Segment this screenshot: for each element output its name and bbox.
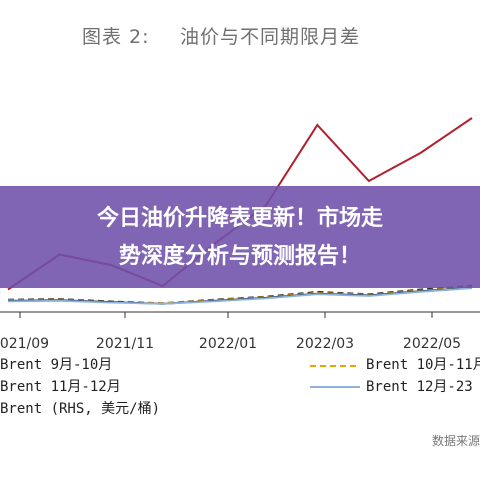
banner-line-2: 势深度分析与预测报告！	[118, 244, 361, 269]
figure-number: 图表 2:	[82, 26, 150, 48]
banner-line-1: 今日油价升降表更新！市场走	[96, 206, 383, 231]
series-line-3	[7, 287, 473, 305]
legend-item-10-11: Brent 10月-11月	[366, 357, 480, 373]
promo-banner	[0, 186, 480, 288]
x-tick-label: 2021/11	[96, 336, 154, 352]
legend-swatches-right	[310, 365, 360, 388]
x-tick-label: 2021/09	[0, 336, 49, 352]
x-tick-label: 2022/01	[199, 336, 257, 352]
x-tick-label: 2022/05	[403, 336, 461, 352]
legend-item-11-12: Brent 11月-12月	[0, 379, 121, 395]
x-axis-ticks: 2021/09 2021/11 2022/01 2022/03 2022/05	[0, 312, 461, 352]
banner-text: 今日油价升降表更新！市场走 势深度分析与预测报告！	[0, 200, 480, 276]
legend-item-12-23: Brent 12月-23	[366, 379, 473, 395]
source-note: 数据来源	[431, 434, 480, 448]
legend-item-9-10: Brent 9月-10月	[0, 357, 113, 373]
x-tick-label: 2022/03	[296, 336, 354, 352]
legend-item-brent: Brent (RHS, 美元/桶)	[0, 401, 161, 417]
chart-legend: Brent 9月-10月 Brent 11月-12月 Brent (RHS, 美…	[0, 352, 480, 422]
figure-title: 油价与不同期限月差	[180, 26, 361, 48]
